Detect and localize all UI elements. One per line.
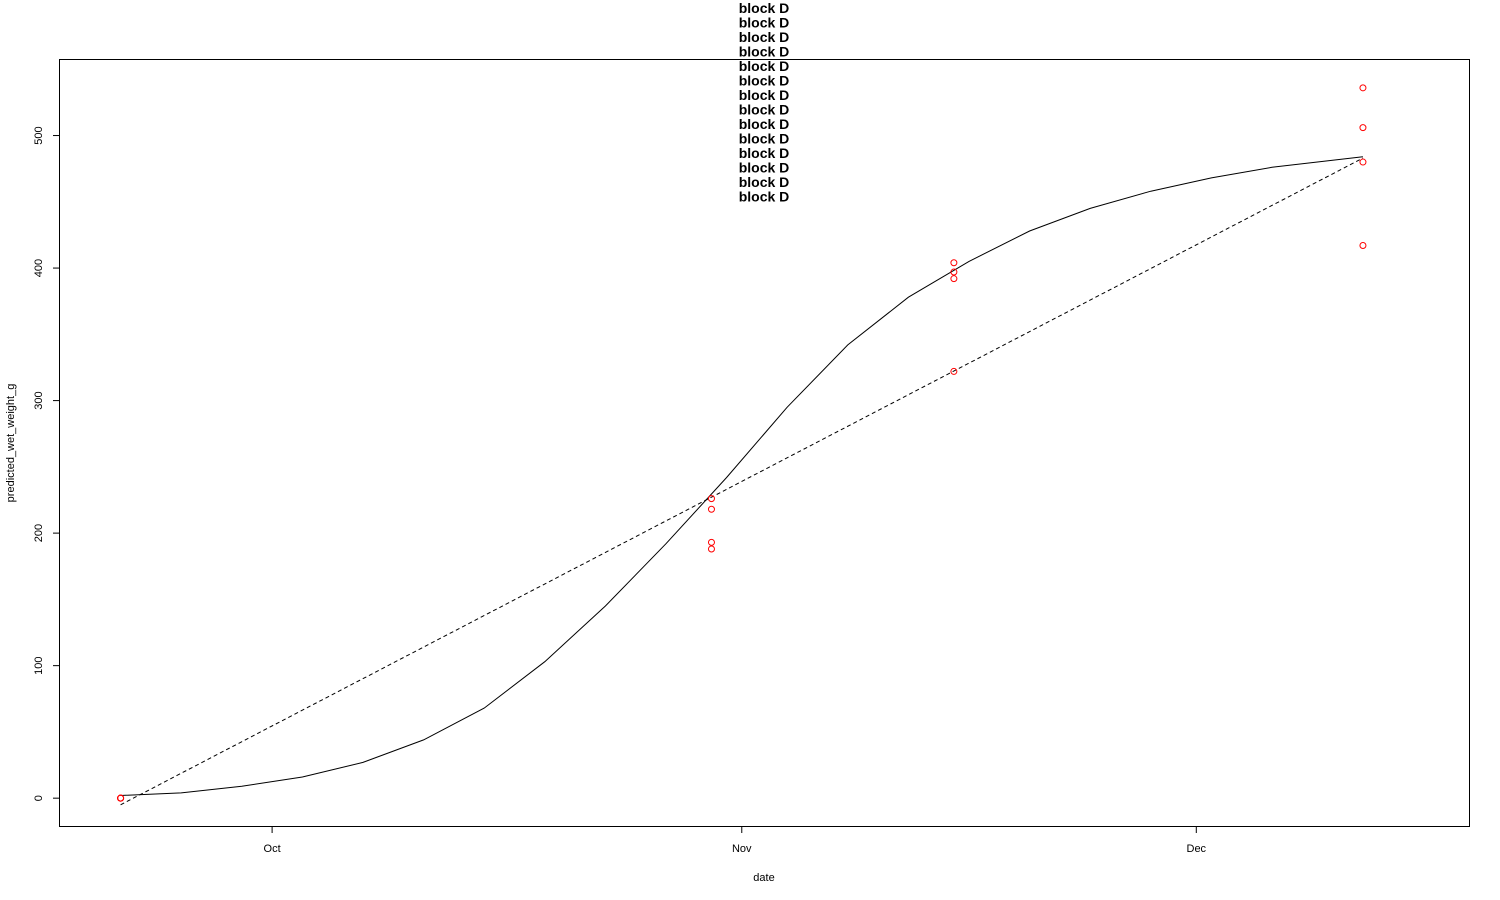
data-point [708, 496, 714, 502]
data-point [951, 260, 957, 266]
x-axis-label: date [753, 872, 774, 884]
fitted-curves [121, 157, 1363, 805]
data-point [1360, 243, 1366, 249]
x-tick-label: Dec [1187, 843, 1207, 855]
logistic-fit-curve [121, 157, 1363, 796]
y-tick-label: 400 [33, 259, 45, 277]
x-tick-label: Nov [732, 843, 752, 855]
y-axis-label: predicted_wet_weight_g [5, 384, 17, 503]
linear-fit-line [121, 158, 1363, 805]
data-point [951, 276, 957, 282]
y-tick-label: 500 [33, 126, 45, 144]
data-point [708, 539, 714, 545]
title-line: block D [739, 189, 790, 205]
x-tick-label: Oct [264, 843, 281, 855]
data-point [1360, 85, 1366, 91]
y-tick-label: 0 [33, 795, 45, 801]
data-point [708, 546, 714, 552]
y-tick-label: 200 [33, 524, 45, 542]
data-point [708, 506, 714, 512]
y-tick-label: 100 [33, 656, 45, 674]
x-axis: Oct Nov Dec [264, 827, 1207, 856]
data-point [118, 795, 124, 801]
data-point [1360, 125, 1366, 131]
y-tick-label: 300 [33, 391, 45, 409]
y-axis: 0 100 200 300 400 500 [33, 126, 60, 801]
data-point [1360, 159, 1366, 165]
